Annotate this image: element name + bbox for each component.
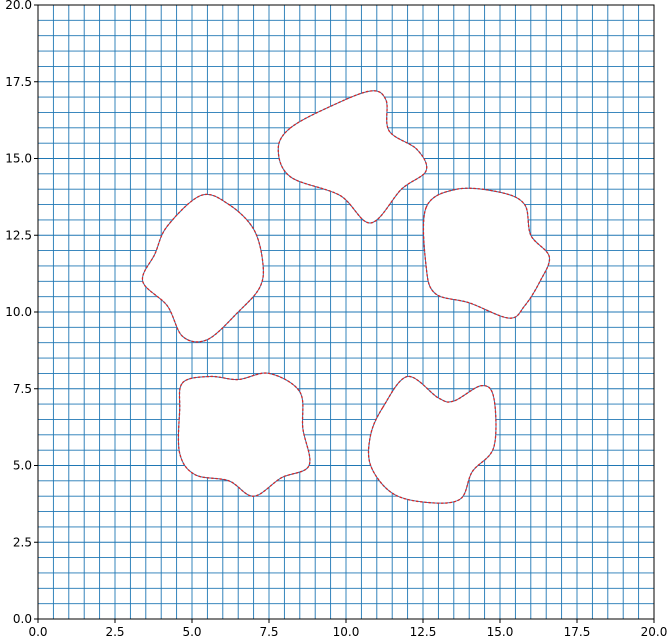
obstacle-boundaries xyxy=(141,90,551,504)
x-tick-label: 5.0 xyxy=(182,625,201,639)
y-tick-label: 0.0 xyxy=(13,612,32,626)
obstacle-1-boundary xyxy=(277,90,428,224)
mesh-grid xyxy=(38,5,654,619)
y-tick-label: 20.0 xyxy=(5,0,32,12)
y-axis: 0.0 2.5 5.0 7.5 10.0 12.5 15.0 17.5 20.0 xyxy=(5,0,38,626)
x-tick-label: 0.0 xyxy=(28,625,47,639)
x-tick-label: 7.5 xyxy=(259,625,278,639)
y-tick-label: 12.5 xyxy=(5,228,32,242)
x-tick-label: 12.5 xyxy=(410,625,437,639)
y-tick-label: 5.0 xyxy=(13,459,32,473)
x-tick-label: 2.5 xyxy=(105,625,124,639)
obstacle-4-boundary xyxy=(177,372,311,497)
x-tick-label: 15.0 xyxy=(487,625,514,639)
x-tick-label: 17.5 xyxy=(564,625,591,639)
obstacle-3-boundary xyxy=(422,187,551,319)
obstacle-5-boundary xyxy=(367,375,497,504)
y-tick-label: 2.5 xyxy=(13,535,32,549)
y-tick-label: 17.5 xyxy=(5,75,32,89)
y-tick-label: 15.0 xyxy=(5,152,32,166)
obstacle-holes xyxy=(141,90,550,504)
y-tick-label: 10.0 xyxy=(5,305,32,319)
x-axis: 0.0 2.5 5.0 7.5 10.0 12.5 15.0 17.5 20.0 xyxy=(28,619,667,639)
x-tick-label: 10.0 xyxy=(333,625,360,639)
obstacle-2-boundary xyxy=(141,193,265,343)
y-tick-label: 7.5 xyxy=(13,382,32,396)
x-tick-label: 20.0 xyxy=(641,625,668,639)
